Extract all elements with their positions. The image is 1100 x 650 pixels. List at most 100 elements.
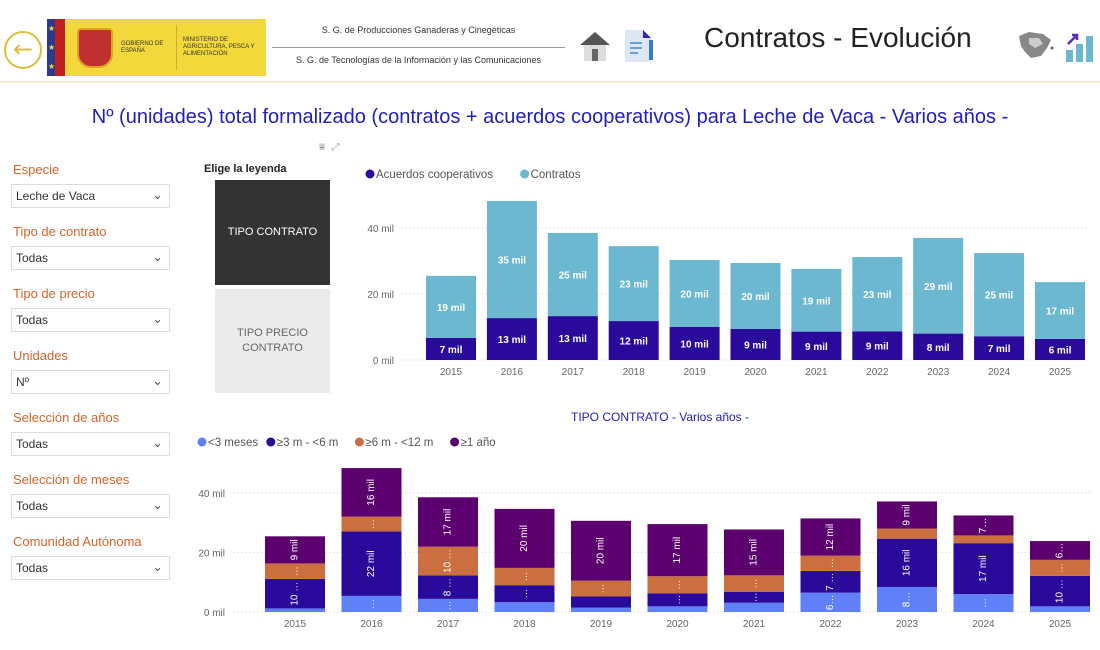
filter-value: Todas — [16, 437, 49, 451]
spain-map-icon[interactable] — [1017, 30, 1055, 60]
legend-option-tipo-contrato[interactable]: TIPO CONTRATO — [215, 180, 330, 285]
data-label: 15 mil — [749, 539, 760, 566]
bar-segment — [647, 524, 708, 577]
data-label: … — [596, 584, 607, 594]
y-tick-label: 40 mil — [367, 224, 394, 235]
bar-segment — [547, 232, 598, 317]
focus-mode-icon[interactable]: ⤢ — [331, 142, 340, 153]
header-separator — [0, 81, 1100, 83]
legend-label: Acuerdos cooperativos — [376, 169, 493, 181]
chart-growth-icon[interactable] — [1064, 30, 1096, 62]
visual-header-icons[interactable]: ⩸ ⤢ — [319, 142, 339, 153]
legend-marker — [365, 169, 375, 179]
bar-segment — [265, 563, 325, 579]
filter-label: Selección de años — [13, 410, 120, 425]
chevron-down-icon: ⌄ — [152, 373, 163, 388]
back-arrow-icon[interactable]: ← — [4, 31, 42, 69]
legend-marker — [266, 437, 276, 447]
bar-segment — [1035, 282, 1085, 339]
filter-label: Tipo de precio — [13, 286, 95, 301]
legend-option-tipo-precio-contrato[interactable]: TIPO PRECIO CONTRATO — [215, 289, 330, 393]
data-label: 10 … — [443, 549, 454, 573]
bar-segment — [571, 520, 631, 581]
bar-segment — [953, 594, 1014, 612]
data-label: 10 … — [1055, 579, 1066, 603]
legend-marker — [354, 437, 364, 447]
data-label: 17 mil — [443, 509, 454, 536]
bar-segment — [547, 316, 598, 360]
filter-dropdown[interactable]: Todas ⌄ — [11, 494, 170, 518]
x-tick-label: 2017 — [437, 619, 460, 630]
data-label: 16 mil — [902, 549, 913, 576]
data-label: 23 mil — [620, 280, 649, 291]
bar-segment — [724, 602, 784, 612]
bar-segment — [877, 586, 937, 612]
chevron-down-icon: ⌄ — [152, 249, 163, 264]
x-tick-label: 2022 — [866, 367, 889, 378]
x-tick-label: 2019 — [683, 367, 706, 378]
chevron-down-icon: ⌄ — [152, 497, 163, 512]
bar-segment — [852, 331, 903, 360]
data-label: … — [825, 558, 836, 568]
total-contracts-chart: Acuerdos cooperativos Contratos 0 mil 20 mi… — [365, 169, 1090, 378]
filter-label: Especie — [13, 162, 60, 177]
data-label: … — [672, 595, 683, 605]
y-tick-label: 20 mil — [367, 290, 394, 301]
bar-segment — [791, 268, 842, 332]
bar-segment — [418, 598, 478, 612]
filter-label: Comunidad Autónoma — [13, 534, 142, 549]
data-label: 6… — [825, 595, 836, 611]
filter-value: Todas — [16, 499, 49, 513]
data-label: 7 … — [825, 573, 836, 591]
chevron-down-icon: ⌄ — [152, 435, 163, 450]
bar-segment — [265, 578, 325, 609]
data-label: … — [1055, 563, 1066, 573]
bar-segment — [800, 518, 861, 556]
document-contract-icon[interactable] — [622, 28, 656, 64]
bar-segment — [341, 516, 402, 532]
filter-dropdown[interactable]: Todas ⌄ — [11, 308, 170, 332]
bar-segment — [1030, 541, 1090, 560]
bar-segment — [953, 515, 1014, 536]
data-label: 7… — [978, 518, 989, 534]
chevron-down-icon: ⌄ — [152, 559, 163, 574]
y-tick-label: 0 mil — [373, 356, 394, 367]
bar-segment — [877, 538, 937, 587]
x-tick-label: 2018 — [513, 619, 536, 630]
bar-segment — [1030, 606, 1090, 612]
legend-picker-title: Elige la leyenda — [204, 163, 287, 175]
contract-duration-chart: TIPO CONTRATO - Varios años - <3 meses ≥3 … — [197, 410, 1090, 630]
filter-label: Unidades — [13, 348, 68, 363]
filter-dropdown[interactable]: Todas ⌄ — [11, 556, 170, 580]
bar-segment — [571, 607, 631, 612]
bar-segment — [571, 596, 631, 608]
legend-marker — [197, 437, 207, 447]
filter-value: Todas — [16, 313, 49, 327]
bar-segment — [730, 262, 781, 329]
bar-segment — [265, 536, 325, 564]
data-label: 10 … — [290, 582, 301, 606]
x-tick-label: 2018 — [623, 367, 646, 378]
data-label: 7 mil — [988, 344, 1011, 355]
legend-label: <3 meses — [208, 437, 258, 449]
bar-segment — [426, 275, 476, 338]
filter-dropdown[interactable]: Nº ⌄ — [11, 370, 170, 394]
bar-segment — [669, 327, 720, 360]
filter-dropdown[interactable]: Leche de Vaca ⌄ — [11, 184, 170, 208]
x-tick-label: 2023 — [896, 619, 919, 630]
bar-segment — [647, 606, 708, 612]
filter-dropdown[interactable]: Todas ⌄ — [11, 246, 170, 270]
sg-tecnologias-label: S. G. de Tecnologías de la Información y… — [296, 55, 541, 65]
data-label: … — [366, 519, 377, 529]
data-label: 20 mil — [596, 537, 607, 564]
home-icon[interactable] — [578, 29, 612, 63]
legend-label: ≥6 m - <12 m — [365, 437, 433, 449]
legend-label: ≥1 año — [461, 437, 496, 449]
bar-segment — [974, 336, 1025, 360]
bar-segment — [800, 592, 861, 612]
y-tick-label: 40 mil — [198, 489, 225, 500]
x-tick-label: 2015 — [284, 619, 307, 630]
x-tick-label: 2021 — [805, 367, 828, 378]
filter-icon[interactable]: ⩸ — [319, 142, 326, 153]
filter-dropdown[interactable]: Todas ⌄ — [11, 432, 170, 456]
